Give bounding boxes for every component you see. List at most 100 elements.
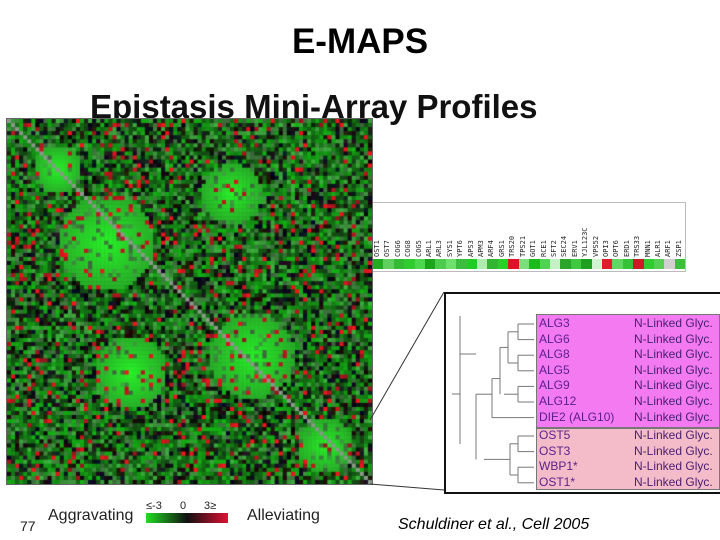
strip-gene-label: VPS52	[591, 235, 600, 257]
citation-author: Schuldiner	[398, 516, 479, 533]
strip-cell	[404, 259, 415, 269]
strip-gene-label: OST7	[383, 240, 392, 257]
legend-alleviating: Alleviating	[247, 507, 320, 524]
scale-zero-label: 0	[180, 500, 186, 512]
gene-name: ALG12	[539, 394, 577, 408]
gene-name: ALG3	[539, 316, 570, 330]
strip-cell	[373, 259, 384, 269]
gene-function: N-Linked Glyc.	[634, 394, 713, 408]
zoom-line-top	[369, 291, 445, 421]
strip-cell	[518, 259, 530, 269]
strip-gene-label: ARL3	[435, 240, 444, 257]
gene-function: N-Linked Glyc.	[634, 331, 713, 346]
strip-cell	[622, 259, 634, 269]
strip-gene-label: COG8	[404, 240, 413, 257]
strip-gene-label: GRS1	[497, 240, 506, 257]
strip-gene-label: RCE1	[539, 240, 548, 257]
strip-cell	[529, 259, 540, 269]
gene-name: OST5	[539, 428, 571, 442]
strip-cell	[539, 259, 550, 269]
gene-name: ALG8	[539, 347, 570, 362]
strip-cell	[643, 259, 654, 269]
strip-gene-label: APM3	[477, 240, 486, 257]
strip-cell	[612, 259, 623, 269]
gene-function: N-Linked Glyc.	[634, 378, 713, 393]
strip-cell	[560, 259, 571, 269]
cluster-zoom-panel: ALG3 N-Linked Glyc. ALG6 N-Linked Glyc. ALG8…	[444, 292, 720, 494]
strip-cell	[581, 259, 592, 269]
strip-gene-label: APS3	[466, 240, 475, 257]
strip-gene-label: ERD1	[622, 240, 631, 257]
strip-gene-label: OPT6	[612, 240, 621, 257]
strip-cell	[601, 259, 613, 269]
strip-cell	[664, 259, 675, 269]
strip-cell	[591, 259, 602, 269]
color-scale-bar: ≤-3 0 3≥	[146, 500, 228, 523]
strip-cell	[549, 259, 561, 269]
gene-function: N-Linked Glyc.	[634, 459, 713, 474]
strip-gene-label: MNN1	[643, 240, 652, 257]
strip-cell	[414, 259, 426, 269]
gene-function: N-Linked Glyc.	[634, 443, 713, 458]
gene-strip-labels: OST1 OST7 COG6 COG8 COG5 ARL1 ARL3 SYS1 YPT6 APS3…	[373, 205, 685, 257]
slide-title: E-MAPS	[291, 22, 429, 61]
strip-gene-label: YJL123C	[581, 227, 590, 257]
strip-gene-label: SFT2	[549, 240, 558, 257]
gene-function: N-Linked Glyc.	[634, 474, 713, 489]
strip-gene-label: SEC24	[560, 235, 569, 257]
citation: Schuldiner et al., Cell 2005	[398, 516, 589, 534]
strip-cell	[425, 259, 436, 269]
gene-name: OST1*	[539, 474, 576, 489]
citation-etal: et al.	[478, 516, 513, 533]
strip-gene-label: COG6	[393, 240, 402, 257]
gene-strip-cells	[373, 259, 686, 269]
strip-gene-label: TPS21	[518, 235, 527, 257]
strip-cell	[633, 259, 644, 269]
gene-function: N-Linked Glyc.	[634, 347, 713, 362]
strip-cell	[466, 259, 478, 269]
strip-cell	[487, 259, 498, 269]
strip-gene-label: ARF4	[487, 240, 496, 257]
strip-cell	[445, 259, 457, 269]
legend-aggravating: Aggravating	[48, 507, 134, 524]
strip-gene-label: ERV1	[570, 240, 579, 257]
strip-gene-label: COG5	[414, 240, 423, 257]
strip-gene-label: SYS1	[445, 240, 454, 257]
gene-name: WBP1*	[539, 459, 578, 474]
gene-name: ALG6	[539, 331, 570, 346]
strip-gene-label: OST1	[373, 240, 381, 257]
dendrogram	[452, 316, 534, 484]
citation-journal: , Cell 2005	[512, 516, 590, 533]
strip-gene-label: TRS20	[508, 235, 517, 257]
strip-gene-label: ARF1	[664, 240, 673, 257]
strip-gene-label: GOT1	[529, 240, 538, 257]
scale-max-label: 3≥	[204, 500, 216, 512]
gene-function: N-Linked Glyc.	[634, 409, 713, 424]
gene-function: N-Linked Glyc.	[634, 362, 713, 377]
strip-cell	[508, 259, 519, 269]
strip-cell	[477, 259, 488, 269]
gene-name: OST3	[539, 443, 571, 458]
strip-cell	[456, 259, 467, 269]
strip-cell	[674, 259, 686, 269]
gene-name: DIE2 (ALG10)	[539, 409, 615, 424]
scale-min-label: ≤-3	[146, 500, 162, 512]
strip-gene-label: ARL1	[425, 240, 434, 257]
scale-gradient	[146, 513, 228, 523]
zoom-line-bottom	[369, 483, 445, 491]
page-number: 77	[20, 518, 36, 534]
strip-cell	[435, 259, 446, 269]
strip-cell	[393, 259, 405, 269]
strip-gene-label: ZSP1	[674, 240, 683, 257]
gene-function: N-Linked Glyc.	[634, 428, 713, 442]
emap-heatmap	[6, 118, 373, 485]
strip-gene-label: YPT6	[456, 240, 465, 257]
strip-cell	[497, 259, 509, 269]
strip-cell	[570, 259, 582, 269]
gene-function: N-Linked Glyc.	[634, 316, 713, 330]
cluster-group-alg	[536, 314, 720, 428]
gene-name: ALG5	[539, 362, 570, 377]
strip-gene-label: ALR1	[653, 240, 662, 257]
strip-cell	[383, 259, 394, 269]
strip-gene-label: TRS33	[633, 235, 642, 257]
